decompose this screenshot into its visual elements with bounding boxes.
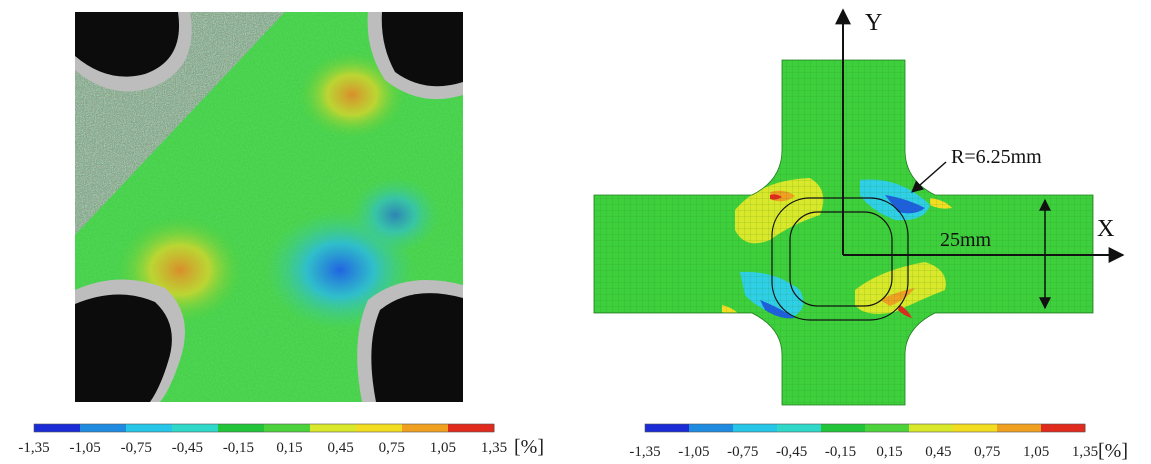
colorbar-tick-label: -1,05	[69, 440, 100, 456]
colorbar-tick-label: 0,45	[925, 444, 951, 460]
colorbar-unit-label: [%]	[514, 436, 544, 458]
coldspot-right	[350, 177, 440, 253]
dimension-label: 25mm	[940, 229, 992, 251]
colorbar-tick-label: 0,15	[876, 444, 902, 460]
colorbar-tick-label: 0,75	[379, 440, 405, 456]
colorbar-tick-label: -1,35	[18, 440, 49, 456]
colorbar-segment	[448, 424, 495, 432]
radius-leader-arrow	[911, 161, 947, 193]
colorbar-tick-label: -1,05	[678, 444, 709, 460]
y-axis-label: Y	[865, 10, 882, 36]
colorbar-segment	[264, 424, 311, 432]
colorbar-segment	[909, 424, 954, 432]
colorbar-segment	[34, 424, 81, 432]
colorbar-segment	[310, 424, 357, 432]
dic-strain-image	[75, 12, 463, 402]
colorbar-tick-label: 1,35	[481, 440, 507, 456]
colorbar-tick-label: 0,15	[276, 440, 302, 456]
colorbar-tick-label: 0,75	[974, 444, 1000, 460]
colorbar-segment	[402, 424, 449, 432]
gauge-outline-outer	[771, 197, 909, 321]
colorbar-tick-label: -0,75	[121, 440, 152, 456]
colorbar-segment	[80, 424, 127, 432]
hole-bottom-left	[75, 279, 185, 402]
colorbar-tick-label: -1,35	[629, 444, 660, 460]
colorbar-segment	[689, 424, 734, 432]
colorbar-segment	[997, 424, 1042, 432]
colorbar-segment	[645, 424, 690, 432]
colorbar-segment	[126, 424, 173, 432]
colorbar-tick-label: -0,15	[825, 444, 856, 460]
colorbar-tick-label: -0,45	[172, 440, 203, 456]
hole-bottom-right	[357, 280, 463, 402]
colorbar-frame	[644, 423, 1086, 433]
colorbar-tick-label: 1,05	[430, 440, 456, 456]
colorbar-segment	[953, 424, 998, 432]
colorbar-tick-label: -0,15	[223, 440, 254, 456]
gauge-outline-inner	[789, 211, 893, 307]
hole-top-right	[367, 12, 463, 100]
colorbar-right: -1,35 -1,05 -0,75 -0,45 -0,15 0,15 0,45 0,75 1,0…	[629, 423, 1128, 462]
colorbar-tick-label: 0,45	[328, 440, 354, 456]
hotspot-upper	[297, 50, 407, 140]
x-axis-label: X	[1097, 216, 1114, 242]
dimension-annotation: 25mm	[940, 198, 1051, 310]
colorbar-segment	[821, 424, 866, 432]
colorbar-tick-label: -0,45	[776, 444, 807, 460]
coordinate-axes: Y X	[835, 8, 1125, 263]
colorbar-segment	[865, 424, 910, 432]
colorbar-segment	[172, 424, 219, 432]
colorbar-segment	[1041, 424, 1086, 432]
radius-annotation: R=6.25mm	[911, 146, 1042, 193]
colorbar-tick-label: 1,05	[1023, 444, 1049, 460]
colorbar-tick-label: 1,35	[1072, 444, 1098, 460]
colorbar-frame	[33, 423, 495, 433]
colorbar-left: -1,35 -1,05 -0,75 -0,45 -0,15 0,15 0,45 0,75 1,0…	[18, 423, 544, 458]
colorbar-segment	[218, 424, 265, 432]
radius-label: R=6.25mm	[951, 146, 1042, 168]
colorbar-segment	[733, 424, 778, 432]
colorbar-segment	[777, 424, 822, 432]
colorbar-segment	[356, 424, 403, 432]
hole-top-left	[75, 12, 192, 92]
colorbar-tick-label: -0,75	[727, 444, 758, 460]
colorbar-unit-label: [%]	[1098, 440, 1128, 462]
